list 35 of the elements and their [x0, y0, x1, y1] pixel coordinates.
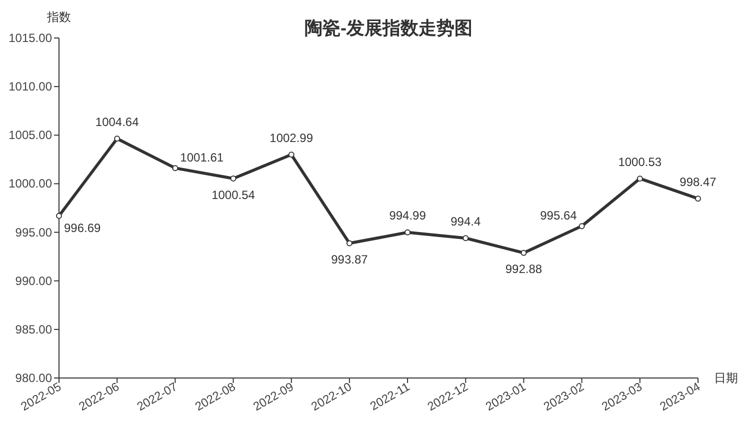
y-tick-label: 1015.00	[8, 31, 52, 45]
y-tick-label: 980.00	[15, 371, 52, 385]
point	[404, 229, 411, 236]
point	[695, 196, 701, 202]
y-tick-label: 1005.00	[8, 128, 52, 142]
title: 陶瓷-发展指数走势图	[304, 18, 472, 38]
point	[172, 165, 178, 172]
point	[288, 152, 294, 158]
data-label: 998.47	[680, 174, 716, 189]
data-label: 1000.53	[618, 154, 662, 169]
data-label: 993.87	[331, 252, 368, 267]
point	[636, 176, 643, 182]
y-tick-label: 990.00	[15, 274, 52, 288]
point	[578, 223, 585, 230]
y-tick-label: 1010.00	[8, 80, 52, 94]
xlabel: 日期	[714, 371, 738, 385]
data-label: 1002.99	[270, 130, 314, 145]
point	[346, 240, 352, 246]
data-label: 1001.61	[180, 150, 224, 164]
data-label: 1000.54	[212, 188, 255, 202]
y-tick-label: 1000.00	[8, 176, 52, 191]
point	[114, 136, 120, 142]
data-label: 995.64	[540, 208, 577, 222]
point	[520, 250, 527, 256]
data-label: 994.4	[450, 214, 481, 228]
y-tick-label: 995.00	[15, 225, 52, 240]
point	[230, 175, 236, 182]
point	[56, 212, 62, 219]
data-label: 992.88	[505, 262, 542, 276]
y-tick-label: 985.00	[15, 322, 52, 336]
data-label: 996.69	[64, 221, 101, 236]
data-label: 1004.64	[95, 114, 139, 129]
ylabel: 指数	[47, 10, 71, 24]
data-label: 994.99	[389, 208, 426, 223]
point	[462, 235, 469, 242]
